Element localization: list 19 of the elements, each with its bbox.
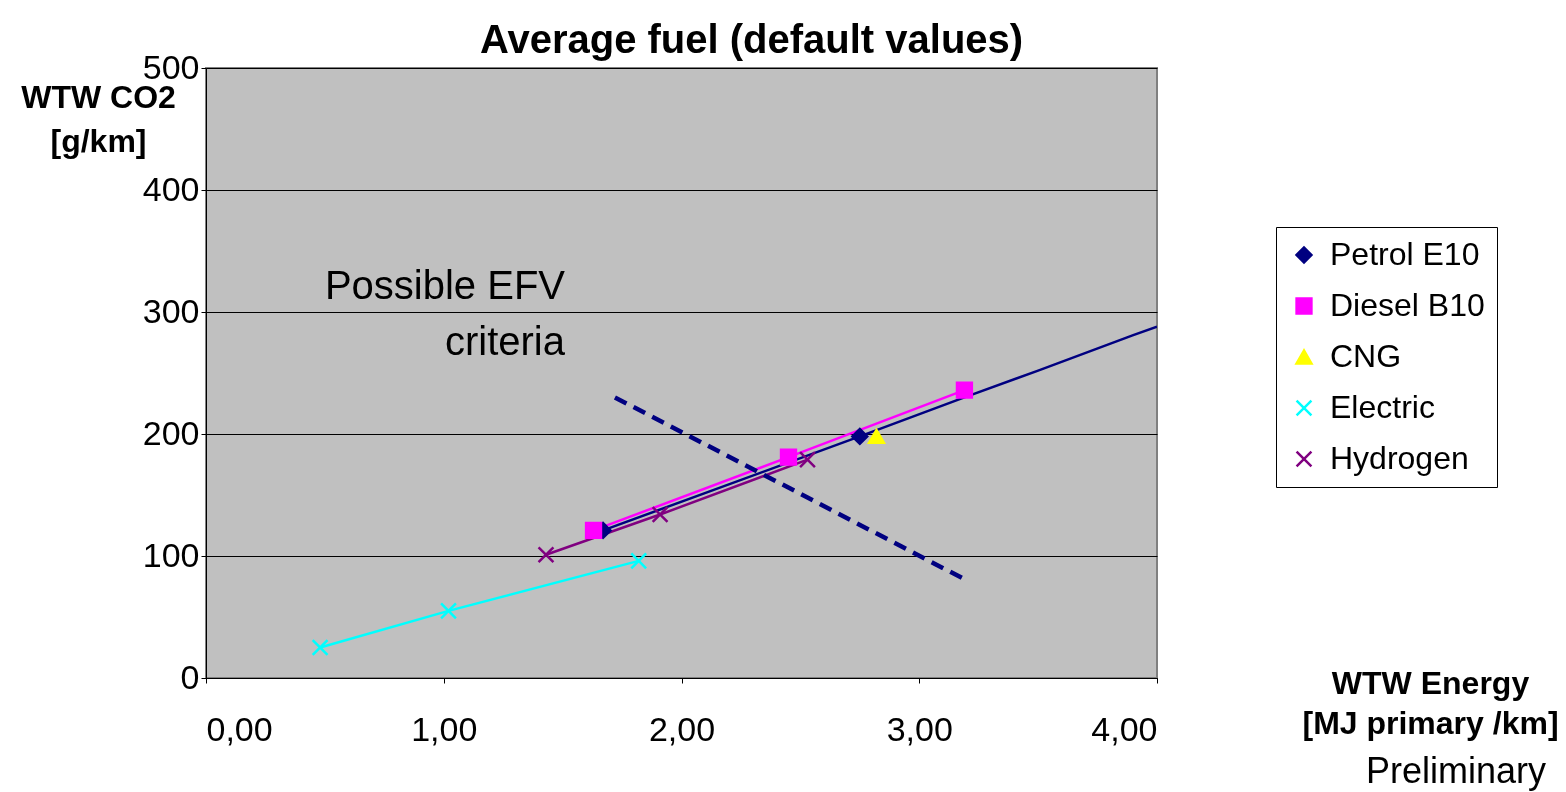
y-tick-label: 100 [142, 535, 200, 574]
x-tick-label: 0,00 [206, 709, 273, 748]
text: Preliminary [1365, 750, 1547, 791]
legend-label: Hydrogen [1330, 440, 1469, 476]
legend-label: Diesel B10 [1330, 287, 1485, 323]
legend-label: CNG [1330, 338, 1402, 374]
chart-title: Average fuel (default values) [480, 17, 1024, 61]
x-tick-label: 4,00 [1091, 709, 1158, 748]
x-axis-title: WTW Energy [MJ primary /km] [1302, 664, 1559, 741]
legend-label: Electric [1330, 389, 1435, 425]
legend-label: Petrol E10 [1330, 236, 1480, 272]
x-tick-label: 1,00 [411, 709, 478, 748]
y-tick-label: 200 [142, 413, 200, 452]
x-tick-label: 2,00 [648, 709, 716, 748]
y-tick-label: 400 [142, 169, 200, 208]
annotation: Possible EFV criteria [324, 263, 566, 363]
y-tick-label: 300 [142, 291, 200, 330]
x-tick-label: 3,00 [886, 709, 953, 748]
y-tick-label: 0 [180, 657, 200, 696]
